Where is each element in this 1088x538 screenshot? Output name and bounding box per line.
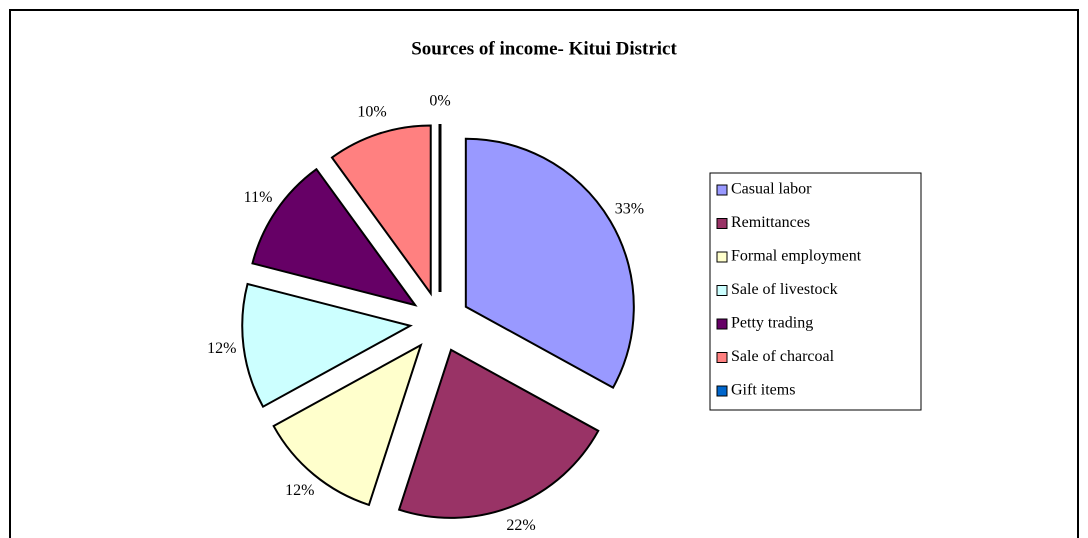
data-label: 12% [285,482,314,499]
legend-label: Sale of charcoal [731,348,835,365]
pie-slice [241,282,413,409]
pie-slice [330,124,432,297]
legend-box [709,172,922,411]
chart-title: Sources of income- Kitui District [411,38,677,59]
legend-swatch [716,285,728,296]
legend-label: Gift items [731,382,795,399]
data-label: 0% [429,93,450,110]
pie-slice [464,137,635,390]
data-label: 11% [244,189,273,206]
data-label: 22% [506,517,535,534]
pie-slice [251,167,418,307]
legend-label: Petty trading [731,315,813,332]
legend-label: Casual labor [731,181,812,198]
data-label: 10% [357,103,386,120]
data-label: 12% [207,340,236,357]
pie-slice [272,343,423,507]
legend-label: Remittances [731,214,810,231]
legend-swatch [716,318,728,330]
legend-swatch [716,385,728,397]
legend-label: Formal employment [731,248,862,265]
legend-swatch [716,251,728,263]
data-label: 33% [615,201,644,218]
legend-swatch [716,218,728,229]
legend-swatch [716,184,728,196]
pie-slice [397,348,600,519]
legend-swatch [716,352,728,363]
legend-label: Sale of livestock [731,281,838,298]
